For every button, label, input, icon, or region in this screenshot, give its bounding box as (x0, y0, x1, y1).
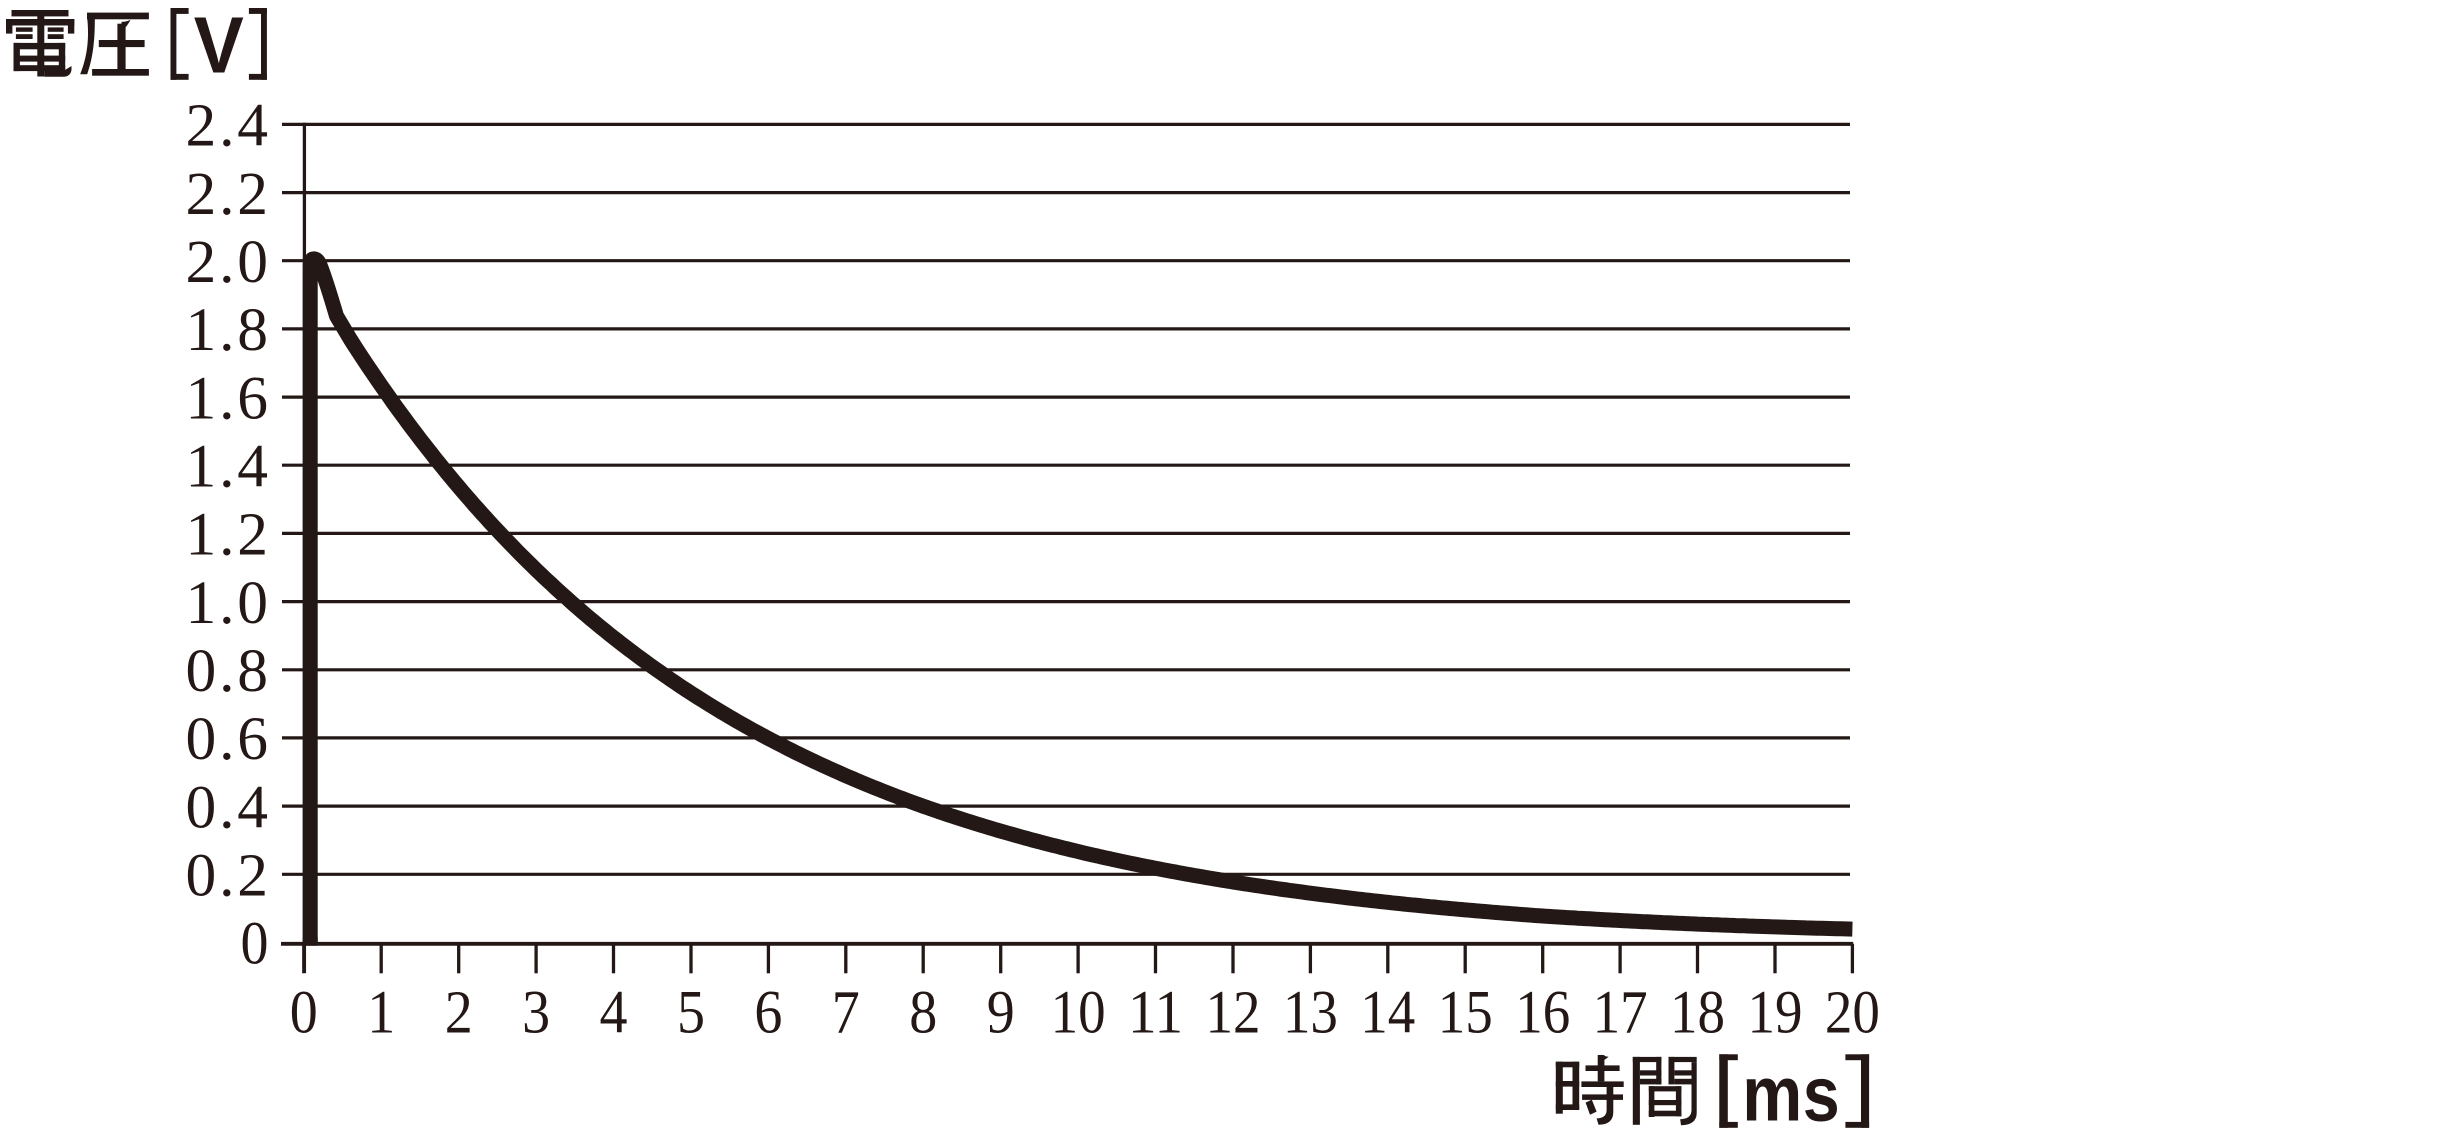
svg-text:17: 17 (1593, 978, 1648, 1046)
svg-text:20: 20 (1825, 978, 1880, 1046)
svg-text:1.4: 1.4 (186, 433, 269, 501)
svg-text:2: 2 (445, 978, 473, 1046)
svg-text:12: 12 (1206, 978, 1261, 1046)
svg-text:0.4: 0.4 (186, 773, 269, 841)
svg-text:5: 5 (677, 978, 705, 1046)
svg-text:7: 7 (832, 978, 860, 1046)
svg-text:1: 1 (367, 978, 395, 1046)
svg-text:0: 0 (241, 910, 269, 978)
svg-text:0.6: 0.6 (186, 705, 269, 773)
svg-text:13: 13 (1283, 978, 1338, 1046)
svg-text:10: 10 (1051, 978, 1106, 1046)
svg-text:2.0: 2.0 (186, 228, 269, 296)
svg-text:1.6: 1.6 (186, 364, 269, 432)
svg-text:1.8: 1.8 (186, 296, 269, 364)
svg-text:6: 6 (754, 978, 782, 1046)
svg-text:4: 4 (600, 978, 628, 1046)
svg-text:0.8: 0.8 (186, 637, 269, 705)
svg-text:19: 19 (1748, 978, 1803, 1046)
svg-text:1.2: 1.2 (186, 501, 269, 569)
svg-text:9: 9 (987, 978, 1015, 1046)
svg-text:2.4: 2.4 (186, 92, 269, 160)
svg-text:14: 14 (1360, 978, 1415, 1046)
svg-text:0.2: 0.2 (186, 842, 269, 910)
svg-text:3: 3 (522, 978, 550, 1046)
svg-text:V: V (194, 0, 244, 89)
svg-text:15: 15 (1438, 978, 1493, 1046)
svg-text:11: 11 (1128, 978, 1183, 1046)
svg-text:8: 8 (909, 978, 937, 1046)
svg-text:0: 0 (290, 978, 318, 1046)
svg-text:1.0: 1.0 (186, 569, 269, 637)
svg-text:2.2: 2.2 (186, 160, 269, 228)
svg-text:18: 18 (1670, 978, 1725, 1046)
svg-text:s: s (1803, 1049, 1840, 1132)
svg-text:m: m (1742, 1049, 1802, 1132)
svg-text:16: 16 (1515, 978, 1570, 1046)
